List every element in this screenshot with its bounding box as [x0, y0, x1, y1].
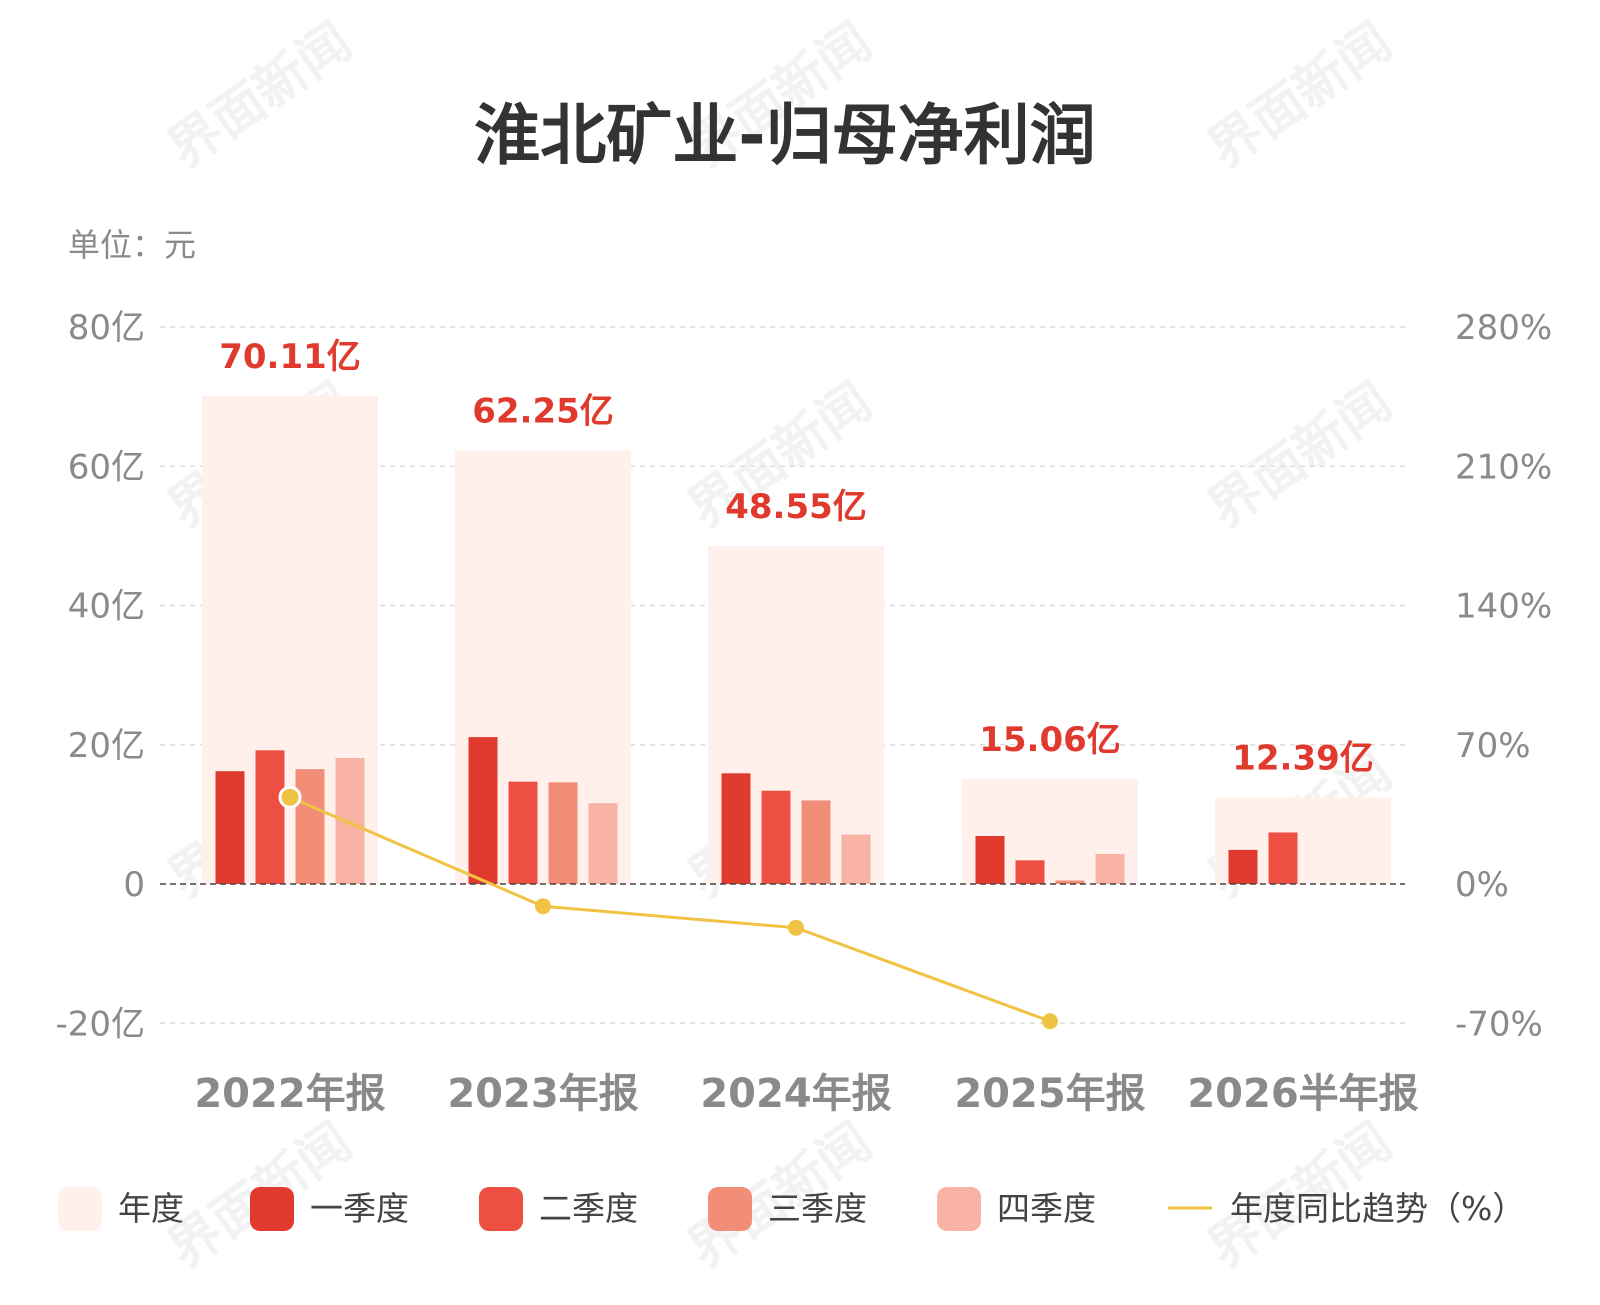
right-tick-label: 0%: [1455, 865, 1509, 905]
q4-bar: [841, 834, 871, 884]
legend-swatch-q3: [708, 1187, 752, 1231]
category-label: 2025年报: [954, 1071, 1145, 1117]
category-label: 2023年报: [447, 1071, 638, 1117]
legend-label: 年度同比趋势（%）: [1230, 1189, 1525, 1228]
q1-bar: [975, 835, 1005, 884]
data-label: 70.11亿: [219, 337, 361, 377]
legend-swatch-annual: [58, 1187, 102, 1231]
data-label: 12.39亿: [1232, 739, 1374, 779]
watermark-text: 界面新闻: [1198, 372, 1403, 540]
category-label: 2026半年报: [1187, 1071, 1418, 1117]
category-label: 2024年报: [700, 1071, 891, 1117]
q4-bar: [588, 803, 618, 884]
q1-bar: [468, 737, 498, 884]
legend-label: 一季度: [310, 1189, 409, 1228]
data-label: 62.25亿: [472, 392, 614, 432]
quarter-bars: [215, 737, 1298, 884]
left-tick-label: 40亿: [68, 587, 145, 627]
legend-swatch-q1: [250, 1187, 294, 1231]
right-tick-label: 70%: [1455, 726, 1531, 766]
legend-swatch-q2: [479, 1187, 523, 1231]
right-tick-label: 210%: [1455, 447, 1552, 487]
q3-bar: [801, 800, 831, 884]
q3-bar: [1055, 880, 1085, 884]
legend-label: 二季度: [539, 1189, 638, 1228]
watermark-text: 界面新闻: [158, 12, 363, 180]
yoy-point: [1042, 1013, 1058, 1030]
left-tick-label: 60亿: [68, 447, 145, 487]
category-label: 2022年报: [194, 1071, 385, 1117]
category-labels: 2022年报 2023年报 2024年报 2025年报 2026半年报: [194, 1071, 1418, 1117]
left-tick-label: 80亿: [68, 308, 145, 348]
q2-bar: [761, 790, 791, 884]
q3-bar: [295, 769, 325, 884]
data-label: 15.06亿: [979, 720, 1121, 760]
q2-bar: [255, 750, 285, 884]
data-labels: 70.11亿 62.25亿 48.55亿 15.06亿 12.39亿: [219, 337, 1374, 779]
q1-bar: [1228, 849, 1258, 884]
legend-swatch-q4: [937, 1187, 981, 1231]
q4-bar: [1095, 854, 1125, 884]
legend-label: 三季度: [768, 1189, 867, 1228]
data-label: 48.55亿: [725, 487, 867, 527]
right-axis-ticks: 280% 210% 140% 70% 0% -70%: [1455, 308, 1552, 1044]
yoy-point: [788, 919, 804, 936]
yoy-point: [535, 898, 551, 915]
left-tick-label: 0: [123, 865, 145, 905]
right-tick-label: 140%: [1455, 587, 1552, 627]
left-tick-label: -20亿: [55, 1004, 145, 1044]
q3-bar: [548, 782, 578, 884]
q2-bar: [508, 781, 538, 884]
yoy-trend-line: [289, 795, 1051, 1023]
q1-bar: [721, 773, 751, 884]
legend-label: 年度: [118, 1189, 184, 1228]
q2-bar: [1015, 860, 1045, 884]
q4-bar: [335, 757, 365, 884]
watermark-text: 界面新闻: [1198, 12, 1403, 180]
unit-label: 单位：元: [68, 226, 196, 264]
yoy-point: [278, 785, 302, 809]
q1-bar: [215, 771, 245, 884]
left-tick-label: 20亿: [68, 726, 145, 766]
legend-label: 四季度: [997, 1189, 1096, 1228]
q2-bar: [1268, 832, 1298, 884]
left-axis-ticks: 80亿 60亿 40亿 20亿 0 -20亿: [55, 308, 145, 1044]
chart-title: 淮北矿业-归母净利润: [474, 97, 1095, 174]
yoy-line: [278, 785, 1058, 1030]
right-tick-label: 280%: [1455, 308, 1552, 348]
legend: 年度 一季度 二季度 三季度 四季度 年度同比趋势（%）: [58, 1187, 1525, 1231]
right-tick-label: -70%: [1455, 1004, 1543, 1044]
